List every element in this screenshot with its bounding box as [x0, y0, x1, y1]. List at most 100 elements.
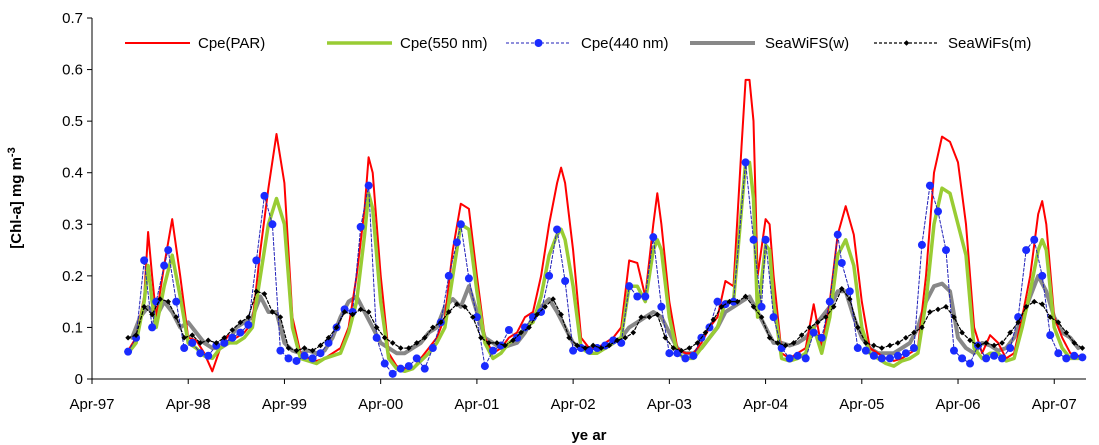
- series-seawifs-m-point: [357, 306, 364, 313]
- series-seawifs-m-point: [734, 298, 741, 305]
- series-cpe-440nm-point: [561, 277, 570, 286]
- series-seawifs-m-point: [726, 298, 733, 305]
- series-seawifs-m-point: [742, 293, 749, 300]
- series-cpe-440nm-point: [949, 346, 958, 355]
- series-seawifs-m-point: [590, 342, 596, 349]
- series-seawifs-m-point: [470, 314, 476, 320]
- x-tick-label: Apr-99: [262, 396, 307, 413]
- series-seawifs-m-point: [245, 314, 252, 320]
- series-seawifs-m-point: [325, 334, 332, 341]
- series-cpe-440nm-point: [140, 256, 149, 265]
- series-seawifs-m-point: [1055, 319, 1062, 326]
- series-seawifs-m-point: [614, 337, 620, 344]
- series-seawifs-m-point: [510, 337, 516, 344]
- series-seawifs-m-point: [758, 314, 765, 320]
- series-cpe-550nm-line: [126, 160, 1081, 374]
- series-seawifs-m-point: [1031, 298, 1038, 305]
- y-tick-label: 0.7: [62, 10, 83, 27]
- series-seawifs-m-point: [430, 324, 436, 331]
- series-cpe-440nm-point: [681, 354, 690, 363]
- series-cpe-440nm-point: [396, 364, 405, 373]
- series-cpe-440nm-point: [861, 346, 870, 355]
- x-tick-label: Apr-97: [69, 396, 114, 413]
- series-cpe-440nm-point: [124, 347, 133, 356]
- series-seawifs-m-point: [526, 324, 532, 331]
- series-seawifs-m-point: [181, 334, 187, 341]
- series-seawifs-m: [125, 285, 1086, 354]
- series-cpe-440nm-point: [869, 351, 878, 360]
- legend-label: SeaWiFS(w): [765, 35, 849, 52]
- series-cpe-440nm-point: [917, 240, 926, 249]
- series-seawifs-m-point: [213, 340, 220, 346]
- series-seawifs-m-point: [1071, 340, 1078, 346]
- axes: [91, 18, 1086, 380]
- x-tick-label: Apr-01: [454, 396, 499, 413]
- series-seawifs-m-point: [903, 334, 909, 341]
- series-seawifs-m-point: [478, 334, 484, 341]
- series-seawifs-m-point: [999, 340, 1005, 346]
- series-seawifs-m-point: [959, 329, 965, 336]
- legend-marker: [903, 40, 910, 46]
- y-tick-label: 0.3: [62, 216, 83, 233]
- series-cpe-440nm-point: [741, 158, 750, 167]
- series-cpe-440nm-point: [958, 354, 967, 363]
- series-cpe-440nm-point: [825, 297, 834, 306]
- series-seawifs-m-point: [790, 340, 797, 346]
- series-seawifs-m-point: [205, 337, 212, 344]
- y-tick-label: 0.5: [62, 113, 83, 130]
- series-seawifs-m-point: [943, 304, 949, 310]
- series-cpe-440nm-point: [204, 351, 213, 360]
- series-seawifs-m-line: [127, 288, 1083, 352]
- series-seawifs-m-point: [686, 345, 693, 351]
- series-cpe-550nm: [126, 160, 1081, 374]
- series-cpe-440nm-point: [308, 354, 317, 363]
- series-seawifs-m-point: [951, 314, 957, 320]
- series-cpe-440nm-point: [801, 354, 810, 363]
- series-seawifs-m-point: [446, 309, 452, 315]
- series-seawifs-m-point: [149, 311, 155, 318]
- series-seawifs-m-point: [895, 340, 901, 346]
- series-cpe-440nm-point: [444, 271, 453, 280]
- series-seawifs-m-point: [822, 314, 829, 320]
- series-cpe-440nm-point: [292, 356, 301, 365]
- series-seawifs-m-point: [967, 337, 973, 344]
- series-cpe-440nm-point: [1078, 353, 1087, 362]
- series-cpe-440nm-point: [372, 333, 381, 342]
- series-seawifs-m-point: [397, 345, 404, 351]
- series-seawifs-m-point: [253, 288, 260, 295]
- series-seawifs-m-point: [518, 329, 524, 336]
- series-seawifs-m-point: [806, 324, 813, 331]
- series-seawifs-m-point: [221, 334, 228, 341]
- series-seawifs-m-point: [317, 342, 324, 349]
- series-seawifs-m-point: [871, 342, 877, 349]
- series-cpe-440nm-point: [689, 351, 698, 360]
- series-seawifs-m-point: [574, 342, 580, 349]
- series-seawifs-m-point: [494, 340, 500, 346]
- legend-item-cpe-par: Cpe(PAR): [125, 35, 265, 52]
- y-tick-label: 0: [75, 371, 83, 388]
- y-tick-label: 0.4: [62, 165, 83, 182]
- series-cpe-440nm-point: [713, 297, 722, 306]
- series-seawifs-m-point: [293, 347, 300, 354]
- x-tick-label: Apr-02: [551, 396, 596, 413]
- series-cpe-440nm-point: [472, 313, 481, 322]
- legend-label: Cpe(440 nm): [581, 35, 669, 52]
- legend-item-seawifs-w: SeaWiFS(w): [690, 35, 849, 52]
- series-seawifs-m-point: [911, 329, 917, 336]
- series-seawifs-m-point: [438, 319, 444, 326]
- series-cpe-440nm-point: [420, 364, 429, 373]
- series-cpe-440nm-point: [641, 292, 650, 301]
- x-tick-label: Apr-98: [166, 396, 211, 413]
- series-seawifs-m-point: [678, 347, 685, 354]
- series-seawifs-m-point: [421, 334, 428, 341]
- series-cpe-440nm-point: [893, 351, 902, 360]
- series-seawifs-m-point: [919, 324, 925, 331]
- legend-item-seawifs-m: SeaWiFs(m): [874, 35, 1031, 52]
- series-cpe-440nm-point: [180, 344, 189, 353]
- legend-marker: [534, 39, 543, 47]
- series-cpe-440nm-point: [412, 354, 421, 363]
- series-seawifs-m-point: [454, 301, 460, 308]
- series-seawifs-m-point: [333, 324, 340, 331]
- series-cpe-440nm-point: [609, 336, 618, 345]
